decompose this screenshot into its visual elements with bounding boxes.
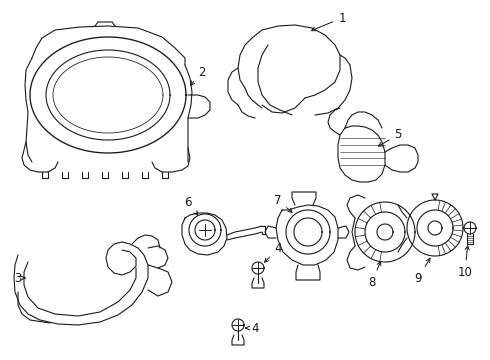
Text: 5: 5 [378,129,402,146]
Text: 10: 10 [458,246,472,279]
Text: 7: 7 [274,194,292,212]
Text: 6: 6 [184,195,197,215]
Text: 8: 8 [368,262,381,288]
Text: 1: 1 [312,12,346,31]
Text: 4: 4 [245,321,259,334]
Text: 2: 2 [191,66,206,85]
Text: 9: 9 [414,258,430,284]
Text: 3: 3 [14,271,25,284]
Text: 4: 4 [265,242,282,262]
